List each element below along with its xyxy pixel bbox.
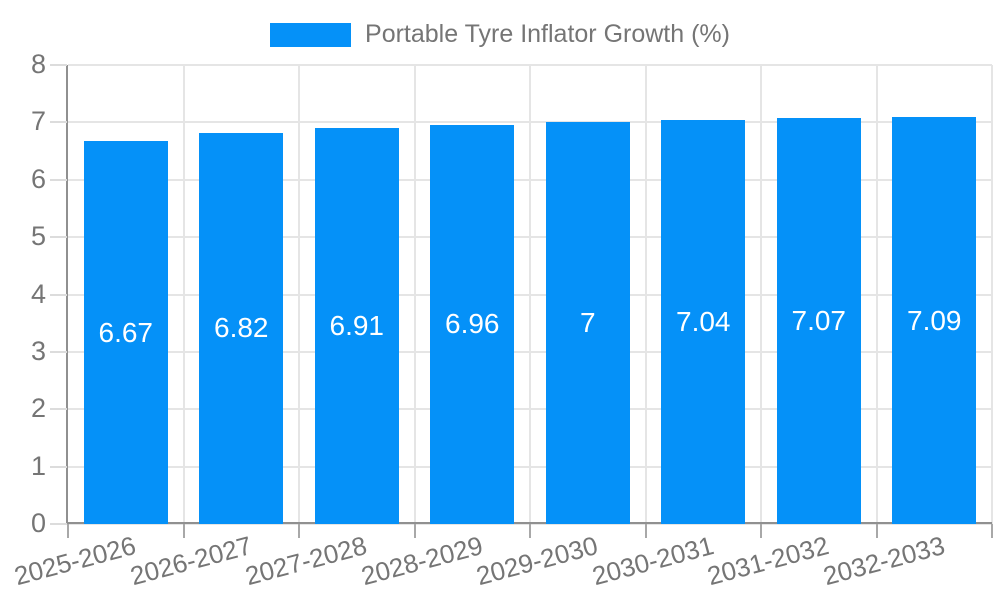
gridline-v: [760, 65, 762, 524]
y-axis-label: 1: [30, 450, 46, 481]
x-axis-line: [66, 522, 992, 524]
bar: 6.96: [430, 124, 515, 524]
x-tick: [182, 524, 185, 538]
x-tick: [760, 524, 762, 538]
y-axis-label: 0: [30, 507, 46, 538]
y-tick: [50, 236, 67, 239]
x-tick: [644, 524, 647, 538]
y-tick: [50, 121, 67, 124]
x-axis-label: 2025-2026: [11, 530, 140, 592]
gridline-v: [875, 65, 878, 524]
y-axis-line: [66, 65, 68, 524]
y-tick: [50, 64, 67, 66]
x-axis-label: 2026-2027: [126, 530, 255, 592]
y-axis-label: 5: [30, 221, 46, 252]
gridline-v: [413, 65, 416, 524]
bar-value-label: 6.91: [329, 309, 385, 341]
gridline-v: [298, 65, 300, 524]
legend-swatch[interactable]: [270, 22, 352, 47]
x-tick: [413, 524, 416, 538]
gridline-v: [644, 65, 647, 524]
x-axis-label: 2029-2030: [473, 530, 602, 592]
y-tick: [50, 293, 67, 296]
bar: 7.07: [776, 118, 861, 524]
x-tick: [875, 524, 878, 538]
y-axis-label: 6: [30, 163, 46, 194]
bar: 7: [545, 122, 630, 524]
gridline-v: [529, 65, 531, 524]
x-tick: [298, 524, 300, 538]
x-axis-label: 2031-2032: [704, 530, 833, 592]
x-tick: [991, 524, 993, 538]
y-tick: [50, 523, 67, 525]
y-tick: [50, 408, 67, 411]
bar-value-label: 6.96: [445, 308, 500, 340]
bar-value-label: 7: [579, 307, 596, 339]
bar-value-label: 7.09: [907, 304, 962, 336]
bar: 7.04: [661, 120, 746, 524]
y-axis-label: 2: [30, 393, 46, 424]
x-tick: [529, 524, 531, 538]
gridline-v: [182, 65, 185, 524]
x-axis-label: 2027-2028: [242, 530, 371, 592]
y-axis-label: 3: [30, 335, 46, 366]
bar: 6.91: [314, 127, 399, 524]
y-axis-label: 7: [30, 106, 46, 137]
gridline-v: [991, 65, 993, 524]
legend-label[interactable]: Portable Tyre Inflator Growth (%): [365, 20, 730, 48]
bar: 6.82: [199, 132, 284, 524]
bar-value-label: 6.67: [98, 316, 154, 348]
x-tick: [67, 524, 69, 538]
plot-area: 6.67 6.82 6.91 6.96 7 7.04 7.07 7.09: [68, 64, 993, 525]
bar-value-label: 6.82: [214, 312, 269, 344]
y-tick: [50, 178, 67, 181]
bar: 6.67: [83, 141, 168, 524]
bar: 7.09: [892, 117, 977, 524]
y-axis-label: 4: [30, 278, 46, 309]
y-tick: [50, 465, 67, 468]
y-axis-label: 8: [30, 48, 46, 79]
x-axis-label: 2030-2031: [588, 530, 717, 592]
x-axis-label: 2032-2033: [819, 530, 948, 592]
y-tick: [50, 350, 67, 353]
x-axis-label: 2028-2029: [357, 530, 486, 592]
chart-legend[interactable]: Portable Tyre Inflator Growth (%): [0, 20, 1000, 49]
bar-value-label: 7.04: [676, 306, 731, 338]
bar-value-label: 7.07: [791, 305, 847, 337]
